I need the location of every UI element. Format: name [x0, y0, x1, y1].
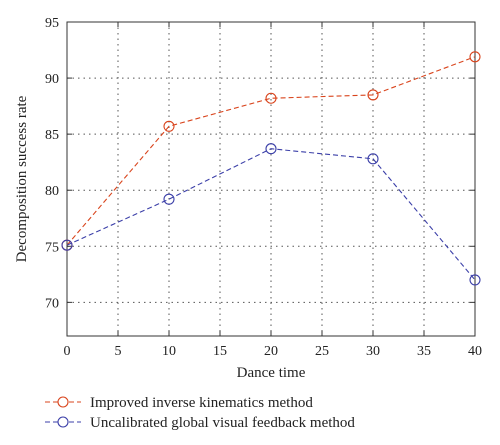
x-tick-label: 40 — [468, 344, 482, 359]
x-tick-label: 35 — [417, 344, 431, 359]
series-layer — [61, 51, 481, 286]
legend-marker-2 — [57, 416, 69, 428]
legend: Improved inverse kinematics method Uncali… — [45, 395, 355, 431]
legend-marker-1 — [57, 396, 69, 408]
x-tick-label: 20 — [264, 344, 278, 359]
x-tick-label: 30 — [366, 344, 380, 359]
x-tick-label: 5 — [115, 344, 122, 359]
x-tick-label: 0 — [64, 344, 71, 359]
x-axis-label: Dance time — [237, 365, 306, 381]
x-tick-label: 25 — [315, 344, 329, 359]
series-1-point — [469, 51, 481, 63]
y-tick-label: 80 — [45, 184, 59, 199]
grid-lines — [67, 22, 475, 336]
legend-label-1: Improved inverse kinematics method — [90, 395, 313, 411]
series-line-2 — [66, 148, 476, 281]
y-tick-label: 75 — [45, 240, 59, 255]
x-tick-label: 15 — [213, 344, 227, 359]
y-axis-label: Decomposition success rate — [14, 95, 30, 262]
series-line-1 — [66, 56, 476, 246]
plot-frame — [66, 21, 476, 337]
series-1-point — [265, 92, 277, 104]
y-tick-label: 70 — [45, 296, 59, 311]
series-2-point — [163, 193, 175, 205]
series-2-point — [61, 239, 73, 251]
series-2-point — [265, 143, 277, 155]
series-1-point — [367, 89, 379, 101]
y-tick-label: 95 — [45, 16, 59, 31]
tick-labels: 0 5 10 15 20 25 30 35 40 70 75 80 85 90 95 — [45, 16, 482, 359]
y-tick-label: 85 — [45, 128, 59, 143]
series-2-point — [367, 153, 379, 165]
legend-label-2: Uncalibrated global visual feedback meth… — [90, 415, 355, 431]
series-2-point — [469, 274, 481, 286]
series-1-point — [163, 120, 175, 132]
x-tick-label: 10 — [162, 344, 176, 359]
y-tick-label: 90 — [45, 72, 59, 87]
